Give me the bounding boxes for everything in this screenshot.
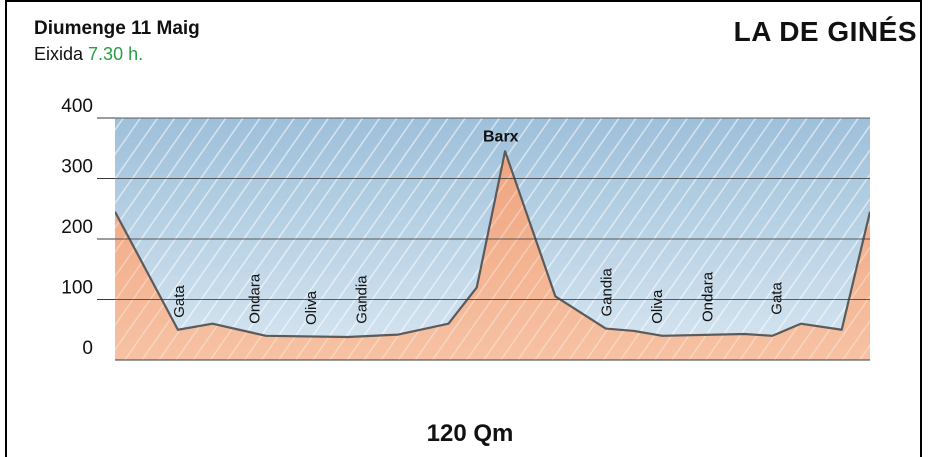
place-label-6: Oliva: [649, 289, 666, 324]
y-tick-label-0: 0: [82, 338, 93, 359]
departure-label: Eixida: [34, 44, 84, 64]
y-tick-label-400: 400: [61, 96, 93, 117]
chart-frame: [5, 0, 922, 457]
place-label-1: Ondara: [246, 273, 263, 324]
departure-time: 7.30 h.: [88, 44, 144, 64]
place-label-7: Ondara: [699, 271, 716, 322]
y-tick-label-300: 300: [61, 157, 93, 178]
place-label-5: Gandia: [599, 268, 616, 317]
stage-date: Diumenge 11 Maig: [34, 18, 200, 39]
y-tick-label-100: 100: [61, 278, 93, 299]
terrain-hatching: [115, 151, 870, 360]
place-label-3: Gandia: [353, 275, 370, 324]
place-label-peak: Barx: [483, 128, 519, 145]
place-label-2: Oliva: [303, 290, 320, 325]
y-tick-label-200: 200: [61, 217, 93, 238]
departure-info: Eixida 7.30 h.: [34, 44, 143, 65]
total-distance: 120 Qm: [426, 420, 514, 447]
route-name: LA DE GINÉS: [733, 16, 917, 47]
elevation-line: [115, 150, 870, 339]
place-label-8: Gata: [769, 282, 786, 315]
place-label-0: Gata: [171, 285, 188, 318]
